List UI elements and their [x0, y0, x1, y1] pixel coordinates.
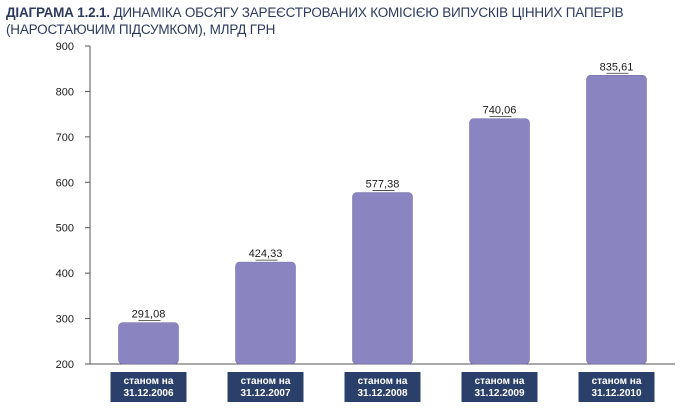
- data-label: 291,08: [132, 309, 166, 321]
- category-box: [461, 372, 538, 402]
- category-box: [227, 372, 304, 402]
- data-label: 577,38: [366, 179, 400, 191]
- data-label: 835,61: [600, 61, 634, 73]
- y-tick-label: 300: [56, 314, 74, 326]
- y-tick-label: 700: [56, 132, 74, 144]
- category-label: станом на: [475, 376, 525, 387]
- y-tick-label: 400: [56, 268, 74, 280]
- data-label: 424,33: [249, 248, 283, 260]
- category-label: станом на: [592, 376, 642, 387]
- y-tick-label: 800: [56, 86, 74, 98]
- category-box: [578, 372, 655, 402]
- category-label: станом на: [358, 376, 408, 387]
- data-label: 740,06: [483, 105, 517, 117]
- category-label: 31.12.2010: [591, 388, 641, 399]
- chart-title: ДІАГРАМА 1.2.1. ДИНАМІКА ОБСЯГУ ЗАРЕЄСТР…: [6, 4, 682, 38]
- category-box: [110, 372, 187, 402]
- category-label: 31.12.2008: [357, 388, 407, 399]
- category-label: 31.12.2007: [240, 388, 290, 399]
- category-label: станом на: [124, 376, 174, 387]
- bar: [235, 261, 296, 365]
- category-label: 31.12.2006: [123, 388, 173, 399]
- category-label: 31.12.2009: [474, 388, 524, 399]
- y-tick-label: 900: [56, 41, 74, 53]
- chart-title-text: ДИНАМІКА ОБСЯГУ ЗАРЕЄСТРОВАНИХ КОМІСІЄЮ …: [6, 5, 624, 37]
- bar: [469, 118, 530, 365]
- category-box: [344, 372, 421, 402]
- chart-title-prefix: ДІАГРАМА 1.2.1.: [6, 5, 110, 20]
- y-tick-label: 500: [56, 223, 74, 235]
- bar: [586, 75, 647, 365]
- bar: [352, 192, 413, 365]
- bar: [118, 322, 179, 365]
- y-tick-label: 600: [56, 177, 74, 189]
- category-label: станом на: [241, 376, 291, 387]
- y-tick-label: 200: [56, 359, 74, 371]
